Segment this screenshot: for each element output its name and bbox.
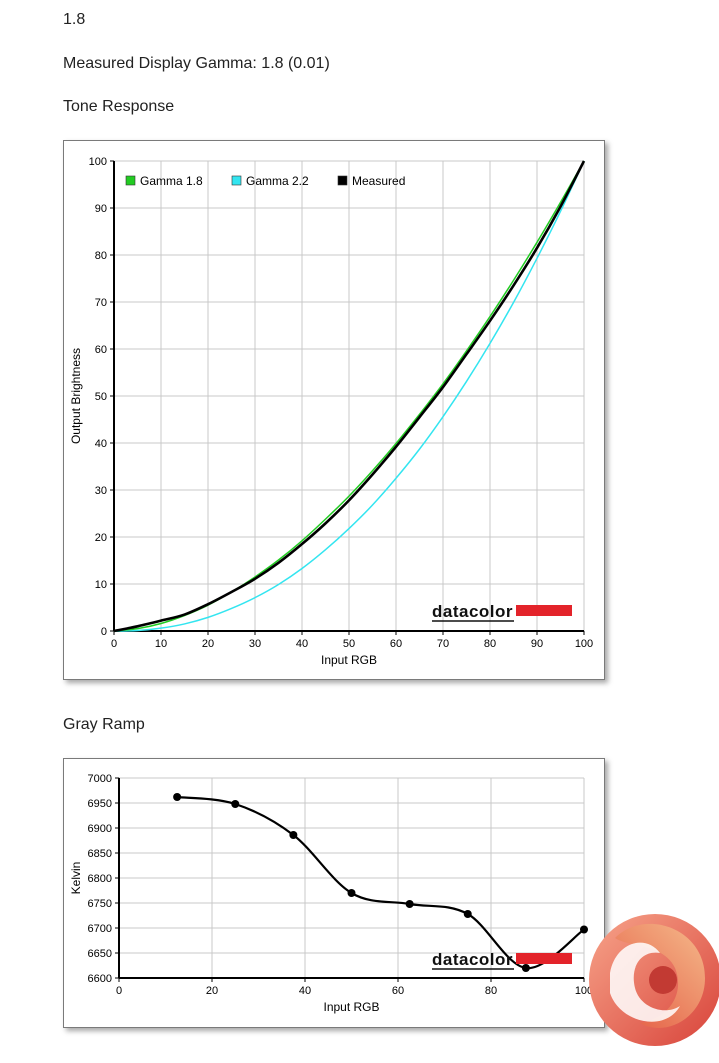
gray-ramp-title: Gray Ramp bbox=[63, 716, 145, 733]
tone-response-title: Tone Response bbox=[63, 98, 175, 115]
legend-measured-swatch bbox=[337, 175, 348, 186]
y-axis-label: Output Brightness bbox=[69, 348, 83, 444]
x-tick-label: 20 bbox=[202, 638, 214, 650]
x-tick-label: 50 bbox=[343, 638, 355, 650]
y-tick-label: 6700 bbox=[88, 923, 112, 935]
y-tick-label: 30 bbox=[95, 485, 107, 497]
kelvin-point bbox=[347, 889, 356, 897]
y-tick-label: 40 bbox=[95, 438, 107, 450]
x-tick-label: 40 bbox=[296, 638, 308, 650]
legend-gamma-2-2-label: Gamma 2.2 bbox=[246, 174, 309, 188]
x-tick-label: 90 bbox=[531, 638, 543, 650]
x-tick-label: 0 bbox=[116, 985, 122, 997]
legend-gamma-2-2-swatch bbox=[231, 175, 242, 186]
measured-line bbox=[113, 160, 586, 633]
x-tick-label: 100 bbox=[575, 985, 593, 997]
brand-label: datacolor bbox=[432, 950, 513, 969]
site-logo bbox=[585, 898, 719, 1058]
y-tick-label: 6850 bbox=[88, 848, 112, 860]
y-tick-label: 0 bbox=[101, 626, 107, 638]
x-tick-label: 20 bbox=[206, 985, 218, 997]
brand-bar bbox=[516, 953, 572, 964]
brand-label: datacolor bbox=[432, 602, 513, 621]
y-tick-label: 6800 bbox=[88, 873, 112, 885]
y-tick-label: 90 bbox=[95, 203, 107, 215]
y-tick-label: 6650 bbox=[88, 948, 112, 960]
y-tick-label: 6900 bbox=[88, 823, 112, 835]
y-tick-label: 7000 bbox=[88, 773, 112, 785]
y-tick-label: 6750 bbox=[88, 898, 112, 910]
gray-ramp-chart: 0 20 40 60 80 100 6600 6650 6700 6750 6800 6850 6900… bbox=[69, 773, 593, 1014]
y-tick-label: 6600 bbox=[88, 973, 112, 985]
gamma-value-text: 1.8 bbox=[63, 11, 86, 28]
legend-measured-label: Measured bbox=[352, 174, 405, 188]
kelvin-point bbox=[173, 793, 182, 801]
kelvin-point bbox=[231, 800, 240, 808]
y-tick-label: 100 bbox=[89, 156, 107, 168]
gamma-2-2-line bbox=[113, 160, 585, 632]
measured-gamma-text: Measured Display Gamma: 1.8 (0.01) bbox=[63, 55, 330, 72]
x-tick-label: 40 bbox=[299, 985, 311, 997]
kelvin-point bbox=[521, 964, 530, 972]
x-tick-label: 60 bbox=[392, 985, 404, 997]
x-tick-label: 70 bbox=[437, 638, 449, 650]
x-tick-label: 80 bbox=[484, 638, 496, 650]
tone-response-panel: 0 10 20 30 40 50 60 70 80 90 100 0 10 20 30 40 50 60 70 80 9… bbox=[63, 140, 605, 680]
y-tick-label: 80 bbox=[95, 250, 107, 262]
tone-response-chart: 0 10 20 30 40 50 60 70 80 90 100 0 10 20 30 40 50 60 70 80 9… bbox=[69, 156, 593, 667]
x-tick-label: 60 bbox=[390, 638, 402, 650]
kelvin-point bbox=[289, 831, 298, 839]
kelvin-point bbox=[580, 925, 588, 934]
y-tick-label: 50 bbox=[95, 391, 107, 403]
x-tick-label: 100 bbox=[575, 638, 593, 650]
brand-bar bbox=[516, 605, 572, 616]
kelvin-point bbox=[463, 910, 472, 918]
gray-ramp-panel: 0 20 40 60 80 100 6600 6650 6700 6750 6800 6850 6900… bbox=[63, 758, 605, 1028]
y-tick-label: 60 bbox=[95, 344, 107, 356]
x-tick-label: 30 bbox=[249, 638, 261, 650]
y-axis-label: Kelvin bbox=[69, 862, 83, 895]
x-tick-label: 80 bbox=[485, 985, 497, 997]
x-tick-label: 0 bbox=[111, 638, 117, 650]
x-tick-label: 10 bbox=[155, 638, 167, 650]
x-axis-label: Input RGB bbox=[323, 1000, 379, 1014]
legend-gamma-1-8-swatch bbox=[125, 175, 136, 186]
y-tick-label: 20 bbox=[95, 532, 107, 544]
kelvin-line bbox=[176, 795, 585, 970]
legend-gamma-1-8-label: Gamma 1.8 bbox=[140, 174, 203, 188]
y-tick-label: 70 bbox=[95, 297, 107, 309]
y-tick-label: 6950 bbox=[88, 798, 112, 810]
x-axis-label: Input RGB bbox=[321, 653, 377, 667]
y-tick-label: 10 bbox=[95, 579, 107, 591]
kelvin-point bbox=[405, 900, 414, 908]
